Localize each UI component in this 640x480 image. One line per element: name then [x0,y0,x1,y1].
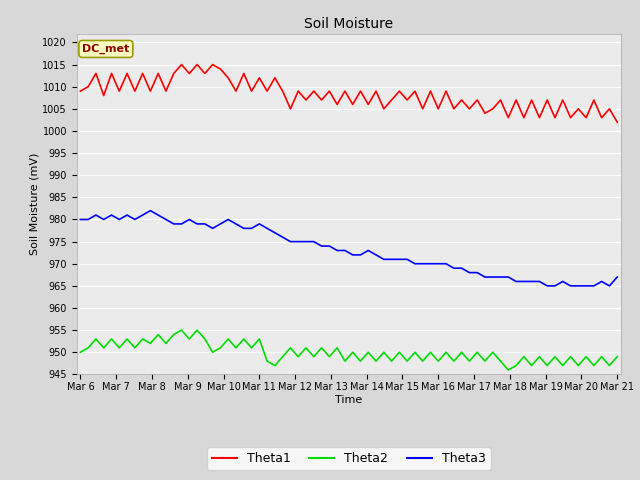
Theta2 [209,349,216,355]
Theta2 [77,349,84,355]
Theta1 [613,119,621,125]
Theta3 [77,216,84,222]
Line: Theta1: Theta1 [81,65,617,122]
Theta2 [504,367,512,373]
Theta2 [613,354,621,360]
Theta2 [147,340,154,346]
Theta2 [380,349,388,355]
Theta3 [613,274,621,280]
Theta3 [380,256,388,262]
Theta1 [248,88,255,94]
Line: Theta2: Theta2 [81,330,617,370]
Theta1 [380,106,388,112]
Theta3 [147,208,154,214]
Title: Soil Moisture: Soil Moisture [304,17,394,31]
Theta1 [147,88,154,94]
Theta3 [551,283,559,289]
Y-axis label: Soil Moisture (mV): Soil Moisture (mV) [29,153,40,255]
Theta3 [209,226,216,231]
Theta1 [536,115,543,120]
Theta3 [543,283,551,289]
Theta1 [178,62,186,68]
Line: Theta3: Theta3 [81,211,617,286]
Theta3 [154,212,162,218]
Theta2 [178,327,186,333]
Theta2 [551,354,559,360]
Theta1 [209,62,216,68]
X-axis label: Time: Time [335,395,362,405]
Theta1 [77,88,84,94]
Theta2 [310,354,317,360]
Legend: Theta1, Theta2, Theta3: Theta1, Theta2, Theta3 [207,447,491,470]
Theta2 [248,345,255,351]
Text: DC_met: DC_met [82,44,129,54]
Theta3 [248,226,255,231]
Theta1 [543,97,551,103]
Theta3 [310,239,317,244]
